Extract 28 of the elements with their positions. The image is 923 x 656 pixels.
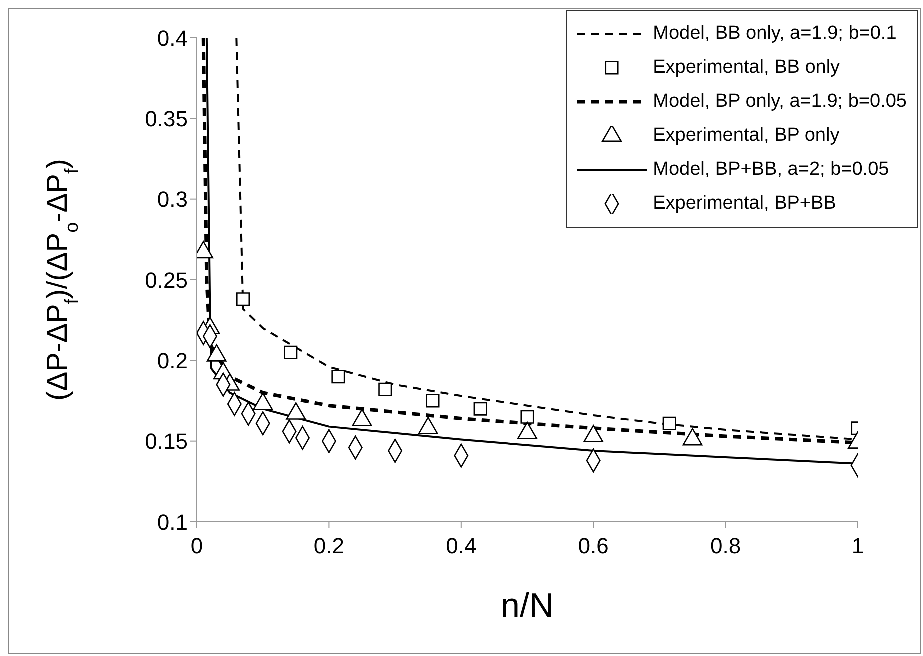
legend-label: Experimental, BP+BB [653,193,836,215]
legend-label: Model, BP+BB, a=2; b=0.05 [653,159,890,181]
y-tick-label: 0.3 [157,187,188,212]
point [426,394,440,408]
y-tick-label: 0.15 [145,429,188,454]
point [236,292,250,306]
point [378,382,392,396]
x-tick-label: 0.2 [314,534,344,559]
x-tick-label: 0.8 [710,534,742,559]
y-tick-label: 0.25 [145,268,188,293]
point [474,402,488,416]
x-tick-label: 1 [852,534,864,559]
legend-label: Model, BB only, a=1.9; b=0.1 [653,23,897,45]
x-tick-label: 0.4 [446,534,477,559]
y-tick-label: 0.35 [145,106,188,132]
legend-label: Model, BP only, a=1.9; b=0.05 [653,91,907,113]
x-axis-title: n/N [501,587,554,625]
legend-label: Experimental, BP only [653,125,840,147]
point [520,410,534,424]
point [662,416,676,430]
x-tick-label: 0 [190,534,204,559]
legend-label: Experimental, BB only [653,57,840,79]
point [332,370,346,384]
y-tick-label: 0.4 [157,26,188,51]
y-tick-label: 0.1 [157,510,188,535]
point [284,346,298,360]
y-tick-label: 0.2 [157,348,188,374]
x-tick-label: 0.6 [578,534,609,559]
